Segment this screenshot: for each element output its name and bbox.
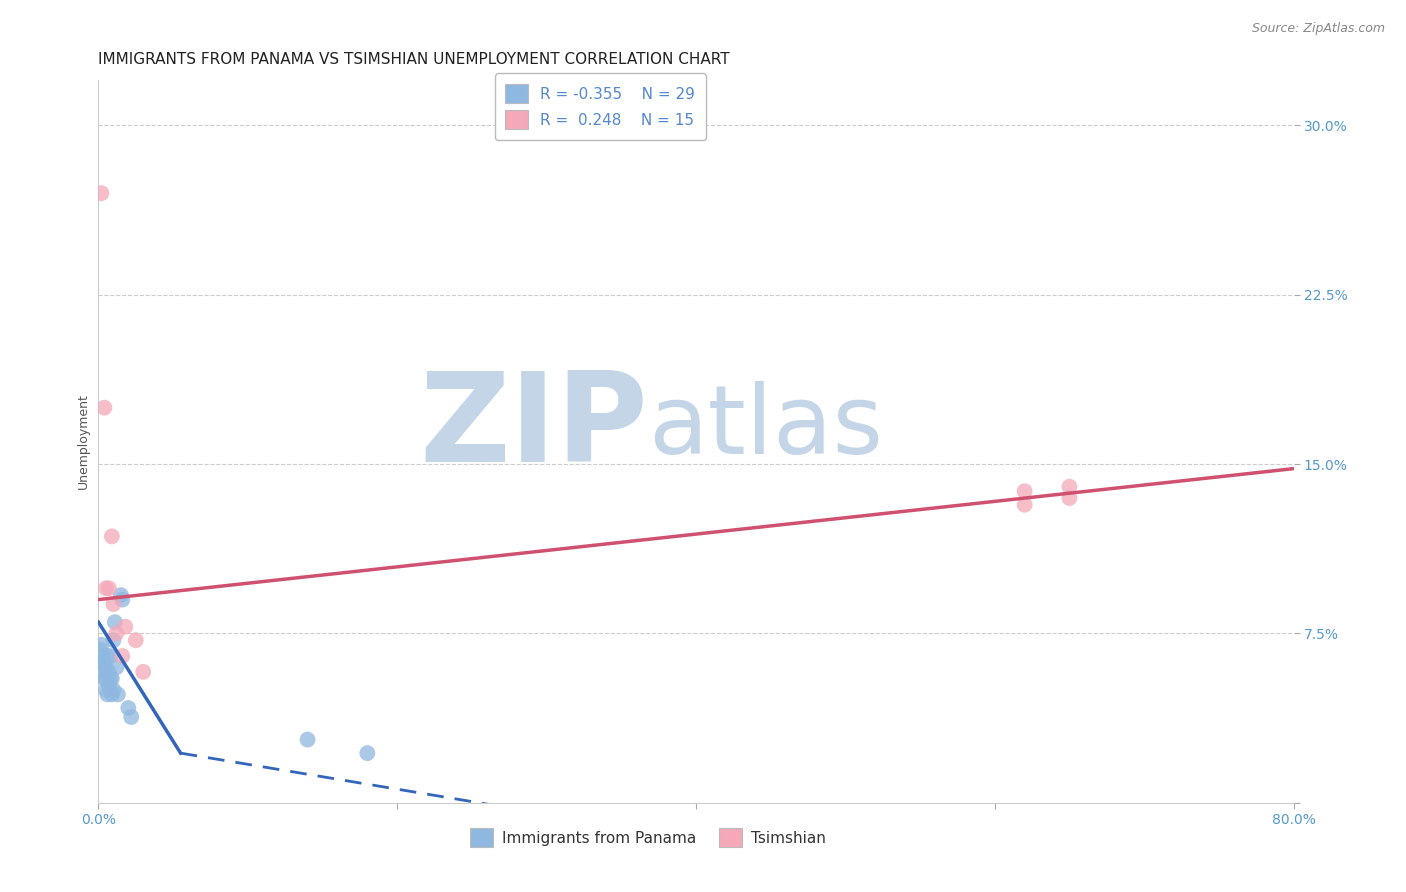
Point [96,648,118,663]
Y-axis label: Unemployment: Unemployment [77,393,90,490]
Point [89,642,111,657]
Point [98,672,122,686]
Point [97,582,120,596]
Point [114,620,136,634]
Point [1059,480,1081,494]
Point [110,588,132,602]
Point [1014,498,1036,512]
Point [107,687,129,701]
Point [93,401,115,415]
Point [90,656,112,670]
Point [91,665,114,679]
Point [98,648,122,663]
Point [132,665,155,679]
Point [125,633,148,648]
Point [1059,491,1081,505]
Point [97,665,120,679]
Point [90,186,112,201]
Point [297,732,319,747]
Point [94,682,117,697]
Text: ZIP: ZIP [419,367,648,488]
Point [94,582,117,596]
Point [101,672,124,686]
Point [103,682,125,697]
Point [1014,484,1036,499]
Text: Source: ZipAtlas.com: Source: ZipAtlas.com [1251,22,1385,36]
Point [90,638,112,652]
Point [111,592,134,607]
Point [117,701,139,715]
Point [93,656,115,670]
Point [97,678,120,692]
Point [105,626,128,640]
Point [103,633,125,648]
Text: atlas: atlas [648,381,883,474]
Point [93,672,115,686]
Point [96,687,118,701]
Point [105,660,128,674]
Point [101,687,124,701]
Point [91,648,114,663]
Point [356,746,378,760]
Text: IMMIGRANTS FROM PANAMA VS TSIMSHIAN UNEMPLOYMENT CORRELATION CHART: IMMIGRANTS FROM PANAMA VS TSIMSHIAN UNEM… [98,52,730,67]
Point [104,615,127,630]
Point [94,660,117,674]
Legend: Immigrants from Panama, Tsimshian: Immigrants from Panama, Tsimshian [464,822,832,853]
Point [120,710,142,724]
Point [101,529,124,543]
Point [111,648,134,663]
Point [94,672,117,686]
Point [103,597,125,611]
